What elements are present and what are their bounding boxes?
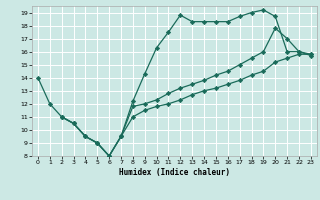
- X-axis label: Humidex (Indice chaleur): Humidex (Indice chaleur): [119, 168, 230, 177]
